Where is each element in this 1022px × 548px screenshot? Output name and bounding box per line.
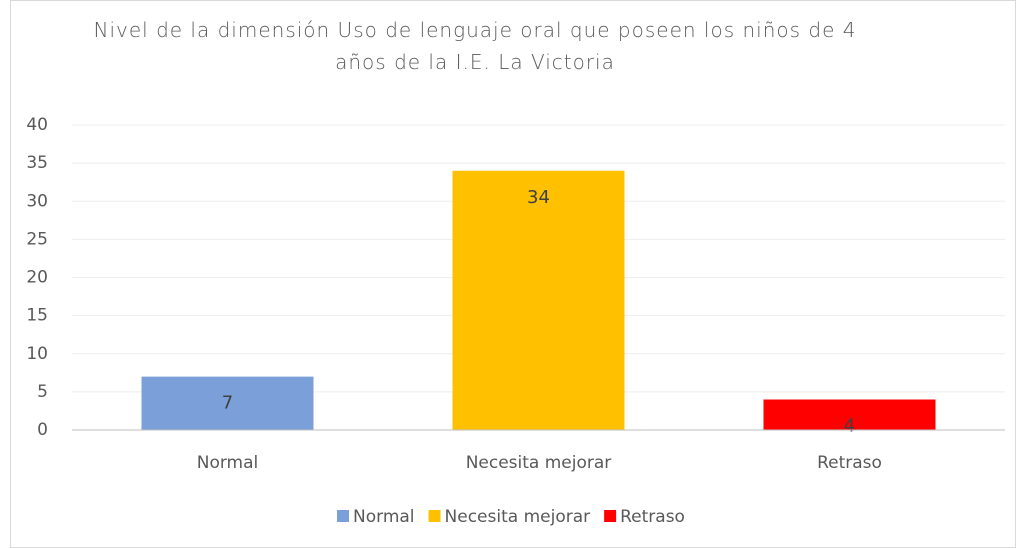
y-tick-label: 35: [26, 153, 48, 173]
bar: [763, 399, 936, 430]
legend-label: Necesita mejorar: [445, 507, 591, 527]
bar: [452, 170, 625, 430]
legend-swatch: [337, 510, 350, 522]
x-tick-label: Retraso: [817, 453, 882, 473]
legend-swatch: [604, 510, 617, 522]
y-tick-label: 40: [26, 115, 48, 135]
chart-title: Nivel de la dimensión Uso de lenguaje or…: [93, 18, 857, 74]
x-tick-label: Necesita mejorar: [466, 453, 612, 473]
y-tick-label: 20: [26, 268, 48, 288]
x-tick-label: Normal: [197, 453, 259, 473]
data-label: 4: [844, 416, 855, 437]
y-tick-label: 30: [26, 191, 48, 211]
legend-label: Normal: [353, 507, 415, 527]
y-tick-label: 0: [37, 420, 48, 440]
data-label: 34: [527, 187, 550, 208]
legend-label: Retraso: [620, 507, 685, 527]
y-tick-label: 5: [37, 382, 48, 402]
legend-swatch: [428, 510, 441, 522]
y-tick-label: 25: [26, 229, 48, 249]
y-tick-label: 10: [26, 344, 48, 364]
bar: [141, 376, 314, 430]
y-tick-label: 15: [26, 306, 48, 326]
data-label: 7: [222, 393, 233, 414]
